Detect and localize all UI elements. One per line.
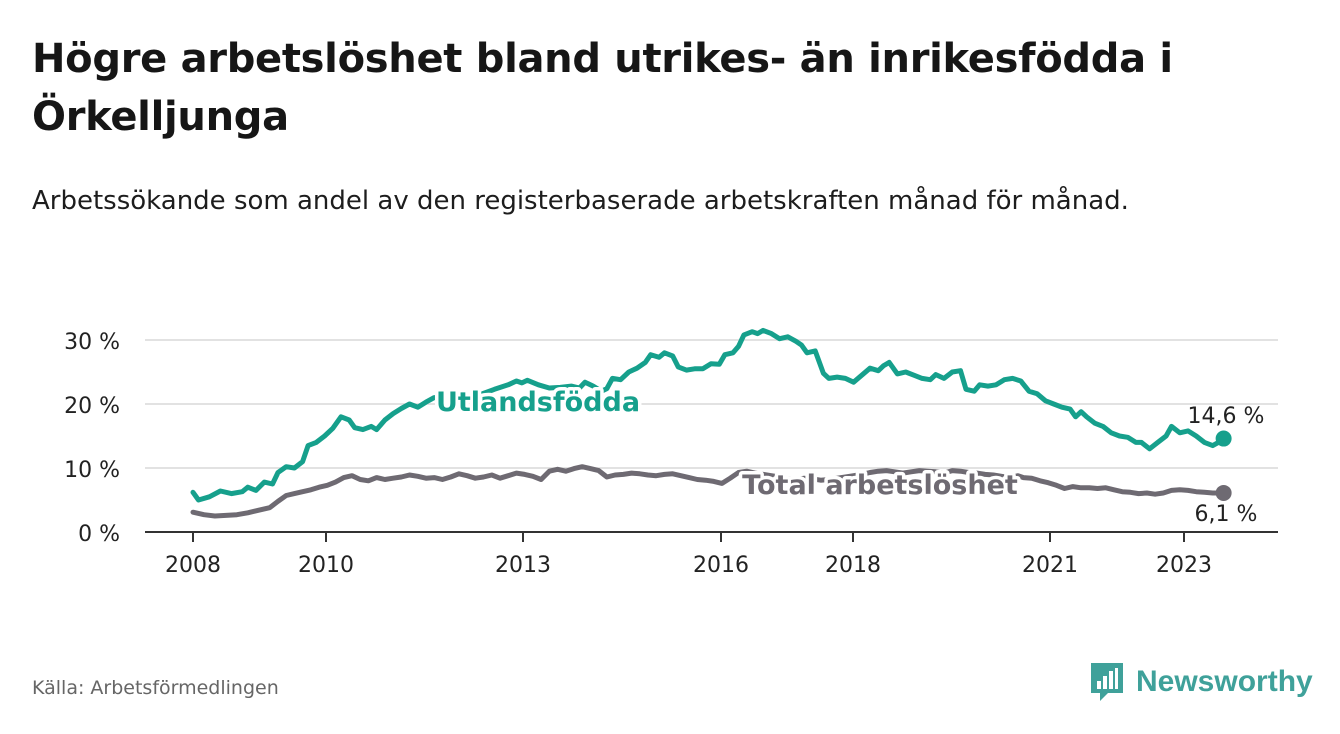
x-tick-label: 2008: [165, 553, 221, 578]
x-tick-label: 2018: [825, 553, 881, 578]
series-label-total-halo: Total arbetslöshet: [742, 470, 1018, 501]
brand-name: Newsworthy: [1136, 665, 1313, 698]
chart-title: Högre arbetslöshet bland utrikes- än inr…: [32, 36, 1173, 140]
newsworthy-logo-icon: [1091, 663, 1123, 701]
x-tick-label: 2016: [693, 553, 749, 578]
series-end-marker: [1215, 430, 1232, 447]
series-line-total-arbetslöshet: [190, 464, 1227, 519]
source-note: Källa: Arbetsförmedlingen: [32, 677, 279, 699]
series-label-total-text: Total arbetslöshet: [742, 470, 1018, 501]
series-end-marker: [1215, 484, 1232, 501]
y-tick-label: 30 %: [64, 330, 120, 355]
x-tick-label: 2010: [298, 553, 354, 578]
end-label-utlandsfodda: 14,6 %: [1188, 404, 1265, 429]
end-label-total: 6,1 %: [1195, 502, 1258, 527]
brand-logo[interactable]: Newsworthy: [1088, 660, 1313, 704]
x-tick-label: 2023: [1156, 553, 1212, 578]
y-tick-label: 20 %: [64, 394, 120, 419]
series-line-utlandsfödda: [190, 327, 1227, 503]
y-tick-label: 0 %: [78, 522, 120, 547]
series-label-utlandsfodda-halo: Utlandsfödda: [436, 387, 640, 418]
y-tick-label: 10 %: [64, 458, 120, 483]
line-chart: 0 % 10 % 20 % 30 % 2008 2010 2013 2016 2018 2021 2…: [64, 327, 1278, 578]
x-tick-label: 2021: [1022, 553, 1078, 578]
series-label-utlandsfodda-text: Utlandsfödda: [436, 387, 640, 418]
chart-subtitle: Arbetssökande som andel av den registerb…: [32, 186, 1129, 216]
x-tick-label: 2013: [495, 553, 551, 578]
